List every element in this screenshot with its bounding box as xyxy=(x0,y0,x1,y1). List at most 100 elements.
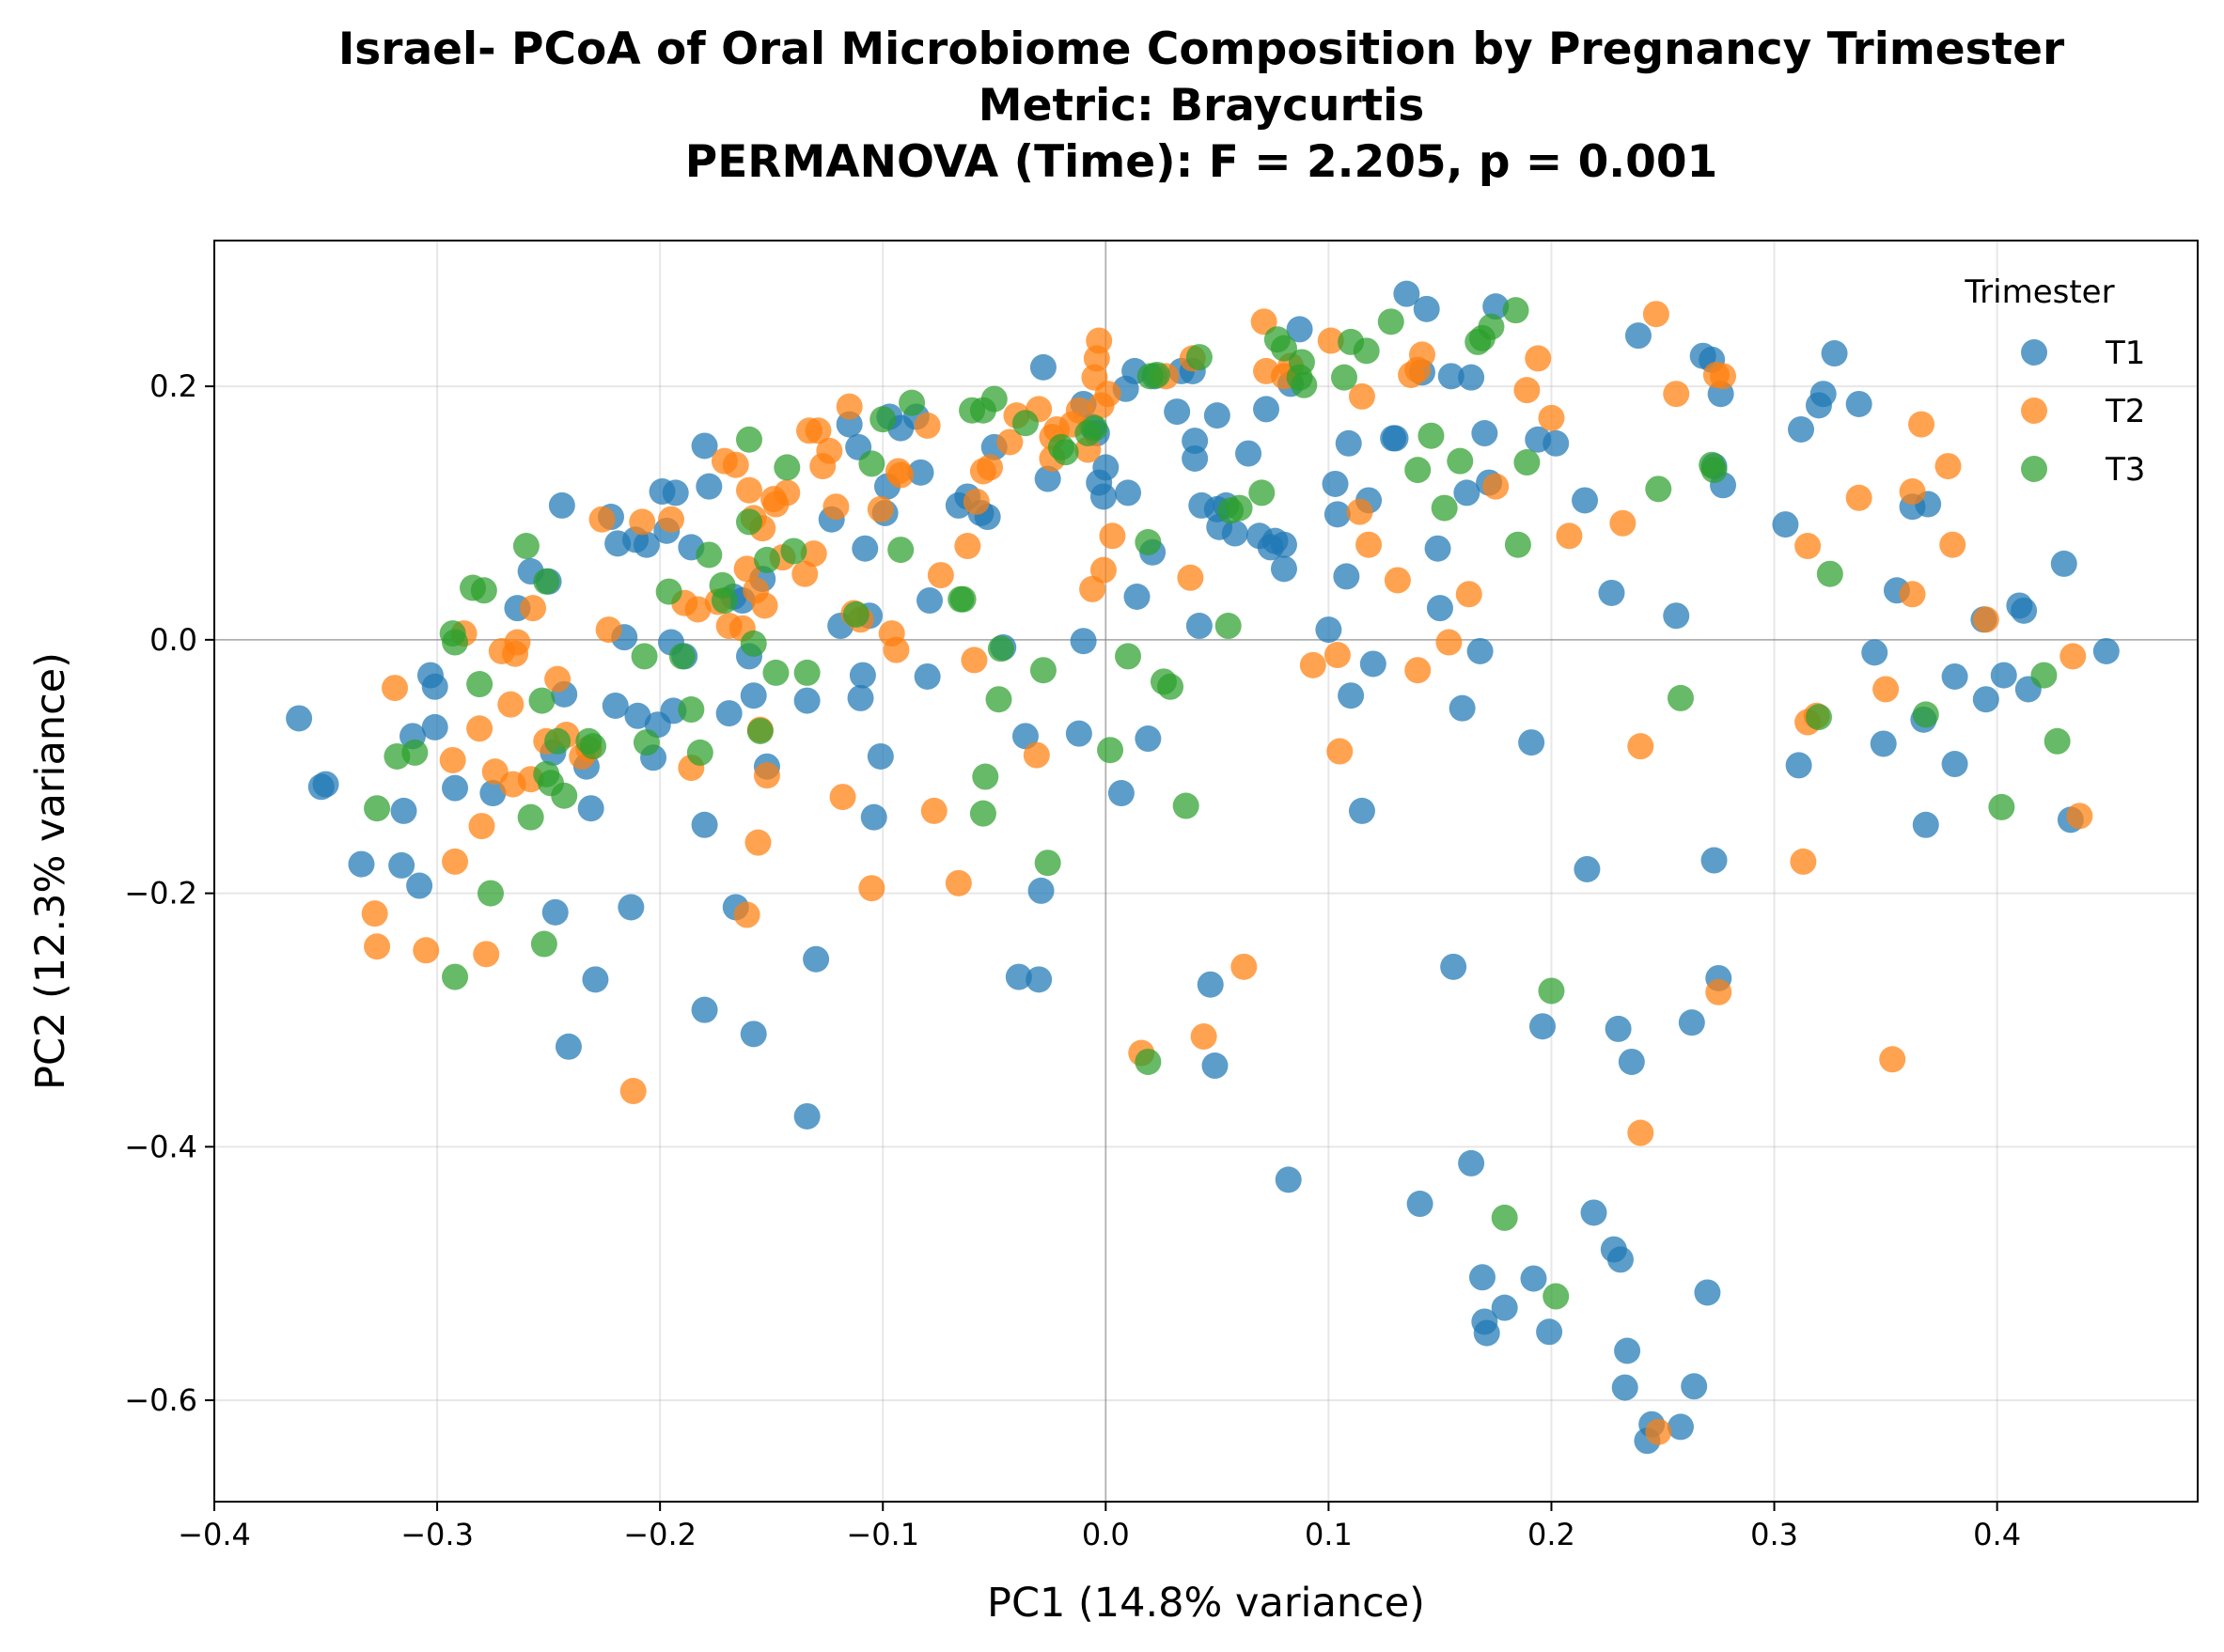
data-point xyxy=(847,684,874,711)
data-point xyxy=(1528,1013,1556,1040)
data-point xyxy=(468,813,495,840)
data-point xyxy=(1094,381,1121,408)
data-point xyxy=(1164,398,1191,426)
data-point xyxy=(1518,729,1545,756)
data-point xyxy=(1026,966,1053,993)
data-point xyxy=(348,850,375,878)
data-point xyxy=(1185,613,1213,640)
data-point xyxy=(421,673,448,700)
data-point xyxy=(1941,751,1968,778)
data-point xyxy=(1614,1337,1641,1364)
data-point xyxy=(361,900,388,927)
title-line-3: PERMANOVA (Time): F = 2.205, p = 0.001 xyxy=(685,136,1718,188)
data-point xyxy=(2066,803,2093,830)
data-point xyxy=(595,616,622,644)
data-point xyxy=(1458,364,1485,391)
data-point xyxy=(1816,560,1843,587)
data-point xyxy=(548,491,575,519)
data-point xyxy=(1700,847,1728,874)
data-point xyxy=(1177,564,1204,591)
title-line-2: Metric: Braycurtis xyxy=(979,80,1424,132)
data-point xyxy=(793,687,821,714)
data-point xyxy=(954,533,981,560)
data-point xyxy=(1190,1023,1217,1051)
data-point xyxy=(1694,1279,1721,1306)
data-point xyxy=(696,473,723,500)
data-point xyxy=(1482,473,1510,500)
data-point xyxy=(413,937,440,964)
data-point xyxy=(691,996,718,1023)
series-T3 xyxy=(364,297,2071,1310)
y-tick-label: 0.0 xyxy=(149,622,197,658)
x-tick-label: 0.2 xyxy=(1527,1517,1575,1552)
data-point xyxy=(684,596,712,623)
data-point xyxy=(390,797,417,824)
data-point xyxy=(816,437,843,464)
data-point xyxy=(1359,650,1386,678)
data-point xyxy=(1912,811,1939,838)
data-point xyxy=(668,643,696,670)
data-point xyxy=(1861,639,1888,666)
data-point xyxy=(1348,797,1375,824)
data-point xyxy=(1417,422,1445,449)
data-point xyxy=(1471,420,1498,447)
data-point xyxy=(1449,694,1476,722)
x-tick-label: −0.1 xyxy=(846,1517,919,1552)
data-point xyxy=(735,476,762,504)
legend-title: Trimester xyxy=(1964,273,2114,311)
data-point xyxy=(512,533,540,560)
data-point xyxy=(1315,616,1342,644)
data-point xyxy=(883,636,910,663)
data-point xyxy=(1338,682,1365,709)
data-point xyxy=(914,412,941,439)
data-point xyxy=(364,933,391,960)
data-point xyxy=(740,630,767,657)
data-point xyxy=(406,872,433,899)
data-point xyxy=(1275,1166,1302,1193)
data-point xyxy=(1123,583,1151,610)
data-point xyxy=(473,941,500,968)
y-tick-label: −0.4 xyxy=(124,1129,197,1164)
data-point xyxy=(1447,447,1474,475)
data-point xyxy=(2050,550,2077,577)
data-point xyxy=(1079,575,1106,602)
data-point xyxy=(1424,535,1451,562)
data-point xyxy=(388,851,415,879)
data-point xyxy=(1201,1052,1229,1080)
data-point xyxy=(470,577,497,604)
data-point xyxy=(1435,629,1463,656)
data-point xyxy=(1466,637,1494,664)
data-point xyxy=(740,682,767,709)
data-point xyxy=(588,506,616,533)
data-point xyxy=(1431,494,1458,522)
x-tick-label: 0.1 xyxy=(1305,1517,1353,1552)
data-point xyxy=(977,454,1004,481)
data-point xyxy=(1089,483,1117,510)
data-point xyxy=(1990,662,2017,689)
data-point xyxy=(1681,1373,1708,1400)
data-point xyxy=(582,966,609,993)
data-point xyxy=(1029,657,1057,684)
data-point xyxy=(774,479,801,507)
data-point xyxy=(1624,322,1652,350)
data-point xyxy=(1939,531,1966,558)
data-point xyxy=(1504,531,1531,558)
data-point xyxy=(618,894,645,921)
data-point xyxy=(1458,1149,1485,1177)
data-point xyxy=(631,643,658,670)
data-point xyxy=(1377,308,1404,335)
data-point xyxy=(1185,344,1213,371)
data-point xyxy=(1346,498,1373,525)
data-point xyxy=(733,901,760,928)
data-point xyxy=(497,691,525,718)
data-point xyxy=(1182,444,1209,472)
data-point xyxy=(867,742,894,770)
data-point xyxy=(793,1102,821,1130)
data-point xyxy=(1538,977,1565,1005)
data-point xyxy=(1070,628,1097,655)
data-point xyxy=(1543,1283,1570,1310)
data-point xyxy=(1270,555,1297,583)
data-point xyxy=(1353,337,1380,365)
